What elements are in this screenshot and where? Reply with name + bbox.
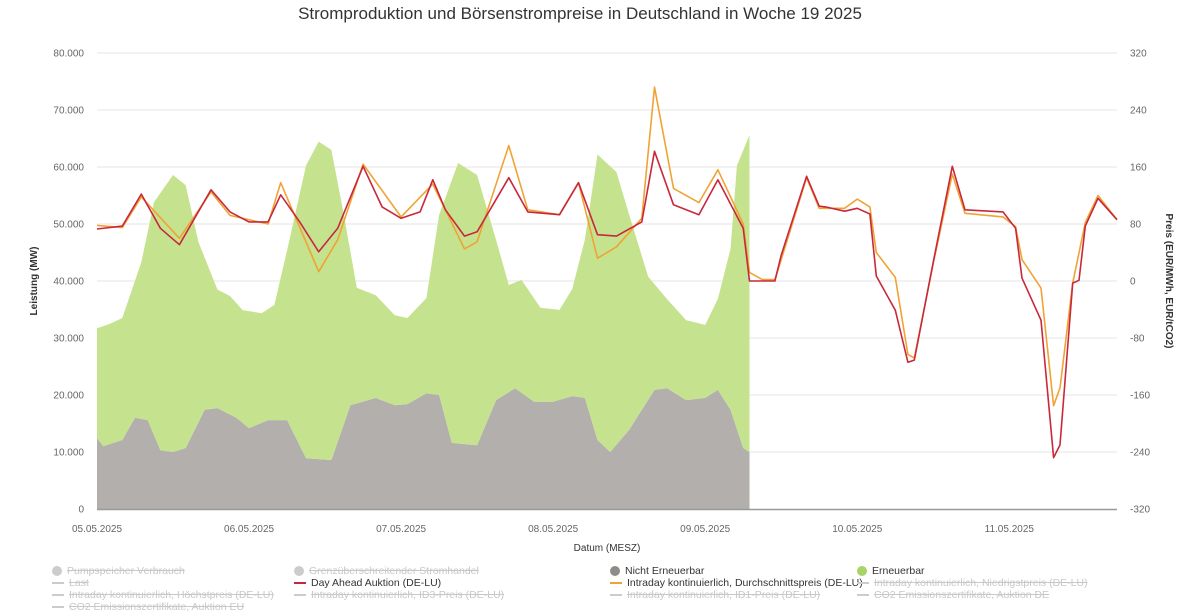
x-tick: 07.05.2025: [376, 524, 426, 535]
legend-item[interactable]: Intraday kontinuierlich, Durchschnittspr…: [610, 577, 863, 589]
legend-item[interactable]: Intraday kontinuierlich, ID1-Preis (DE-L…: [610, 589, 820, 601]
legend-dot-icon: [52, 566, 62, 576]
legend-label: CO2 Emissionszertifikate, Auktion EU: [69, 601, 245, 613]
y-tick-right: 160: [1130, 163, 1147, 174]
legend-label: Intraday kontinuierlich, Niedrigstpreis …: [874, 577, 1088, 589]
legend-dot-icon: [294, 566, 304, 576]
y-tick-left: 40.000: [53, 277, 84, 288]
legend-item[interactable]: CO2 Emissionszertifikate, Auktion DE: [857, 589, 1049, 601]
legend-label: Intraday kontinuierlich, Höchstpreis (DE…: [69, 589, 274, 601]
y-tick-left: 70.000: [53, 106, 84, 117]
y-tick-right: 0: [1130, 277, 1136, 288]
y-tick-right: -320: [1130, 505, 1150, 516]
legend-item[interactable]: Pumpspeicher Verbrauch: [52, 565, 185, 577]
legend-label: Grenzüberschreitender Stromhandel: [309, 565, 479, 577]
legend-line-icon: [610, 594, 622, 596]
legend-line-icon: [52, 594, 64, 596]
legend-item[interactable]: Intraday kontinuierlich, Höchstpreis (DE…: [52, 589, 274, 601]
legend-item[interactable]: Last: [52, 577, 89, 589]
y-tick-left: 10.000: [53, 448, 84, 459]
legend-line-icon: [857, 594, 869, 596]
x-tick: 05.05.2025: [72, 524, 122, 535]
legend-line-icon: [294, 582, 306, 584]
legend-line-icon: [294, 594, 306, 596]
y-tick-left: 50.000: [53, 220, 84, 231]
legend-label: Last: [69, 577, 89, 589]
area-erneuerbar: [97, 135, 750, 460]
tick-labels: 0 10.000 20.000 30.000 40.000 50.000 60.000 70.…: [53, 49, 1150, 536]
lines: [96, 86, 1118, 459]
legend-label: Erneuerbar: [872, 565, 925, 577]
y-axis-right-title: Preis (EUR/MWh, EUR/tCO2): [1163, 213, 1174, 348]
area-nicht-erneuerbar: [97, 388, 750, 509]
legend-label: Intraday kontinuierlich, ID1-Preis (DE-L…: [627, 589, 821, 601]
legend-label: Pumpspeicher Verbrauch: [67, 565, 185, 577]
legend-label: Intraday kontinuierlich, ID3-Preis (DE-L…: [311, 589, 505, 601]
legend-line-icon: [857, 582, 869, 584]
line-day-ahead-auktion-de-lu-: [96, 150, 1118, 459]
x-axis-title: Datum (MESZ): [574, 543, 641, 554]
legend-label: Intraday kontinuierlich, Durchschnittspr…: [627, 577, 863, 589]
x-tick: 08.05.2025: [528, 524, 578, 535]
y-tick-right: 240: [1130, 106, 1147, 117]
y-tick-left: 20.000: [53, 391, 84, 402]
legend-label: CO2 Emissionszertifikate, Auktion DE: [874, 589, 1050, 601]
y-tick-right: 320: [1130, 49, 1147, 60]
legend-dot-icon: [610, 566, 620, 576]
x-tick: 11.05.2025: [985, 524, 1035, 535]
y-tick-right: -160: [1130, 391, 1150, 402]
y-tick-left: 0: [78, 505, 84, 516]
y-tick-left: 30.000: [53, 334, 84, 345]
x-tick: 10.05.2025: [832, 524, 882, 535]
chart-title: Stromproduktion und Börsenstrompreise in…: [298, 4, 862, 23]
legend-item[interactable]: Grenzüberschreitender Stromhandel: [294, 565, 479, 577]
x-tick: 06.05.2025: [224, 524, 274, 535]
legend-line-icon: [610, 582, 622, 584]
y-axis-left-title: Leistung (MW): [29, 247, 40, 316]
areas: [97, 135, 750, 509]
legend-item[interactable]: Nicht Erneuerbar: [610, 565, 704, 577]
legend-item[interactable]: Intraday kontinuierlich, ID3-Preis (DE-L…: [294, 589, 504, 601]
y-tick-left: 80.000: [53, 49, 84, 60]
line-intraday-kontinuierlich-durchschnittspreis-de-lu-: [96, 86, 1118, 407]
legend-line-icon: [52, 606, 64, 608]
y-tick-left: 60.000: [53, 163, 84, 174]
legend-item[interactable]: Intraday kontinuierlich, Niedrigstpreis …: [857, 577, 1088, 589]
y-tick-right: -80: [1130, 334, 1145, 345]
y-tick-right: -240: [1130, 448, 1150, 459]
legend-item[interactable]: Day Ahead Auktion (DE-LU): [294, 577, 441, 589]
legend-label: Day Ahead Auktion (DE-LU): [311, 577, 442, 589]
legend-label: Nicht Erneuerbar: [625, 565, 705, 577]
y-tick-right: 80: [1130, 220, 1142, 231]
legend-dot-icon: [857, 566, 867, 576]
x-tick: 09.05.2025: [680, 524, 730, 535]
legend-item[interactable]: CO2 Emissionszertifikate, Auktion EU: [52, 601, 244, 613]
legend-item[interactable]: Erneuerbar: [857, 565, 925, 577]
legend-line-icon: [52, 582, 64, 584]
